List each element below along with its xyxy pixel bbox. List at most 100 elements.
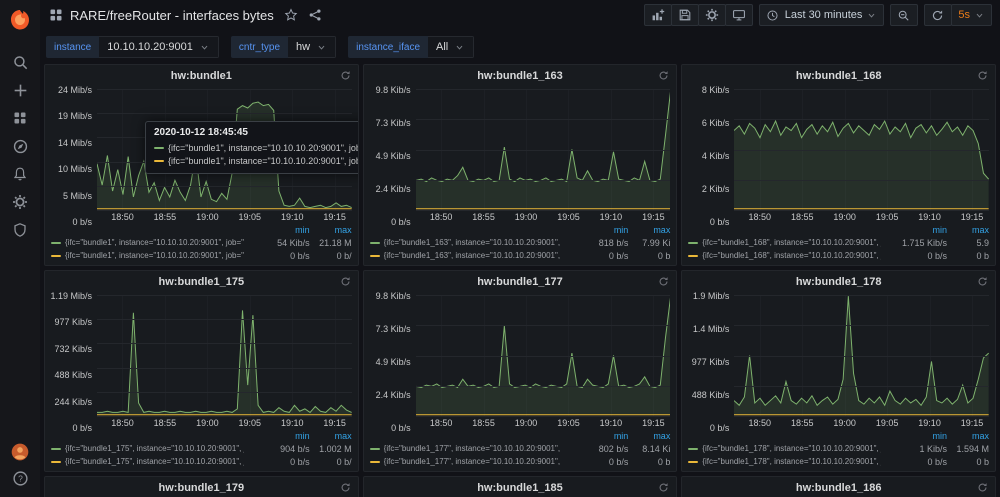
series-marker-icon[interactable]	[369, 241, 380, 244]
panel-title[interactable]: hw:bundle1	[170, 70, 232, 82]
series-label[interactable]: {ifc="bundle1_168", instance="10.10.10.2…	[702, 251, 881, 260]
x-axis: 18:50 18:55 19:00 19:05 19:10 19:15	[734, 416, 989, 429]
share-icon[interactable]	[308, 8, 322, 22]
zoom-out-button[interactable]	[890, 4, 919, 26]
series-marker-icon[interactable]	[51, 241, 61, 244]
panel-refresh-icon[interactable]	[340, 276, 352, 288]
bell-icon[interactable]	[11, 165, 29, 183]
variable-value-dropdown[interactable]: All	[428, 36, 475, 58]
y-axis-label: 8 Kib/s	[701, 85, 730, 95]
plot-area[interactable]	[97, 295, 352, 417]
plot-area[interactable]	[734, 295, 989, 417]
panel-refresh-icon[interactable]	[340, 482, 352, 494]
series-label[interactable]: {ifc="bundle1_163", instance="10.10.10.2…	[383, 238, 563, 247]
series-marker-icon[interactable]	[688, 254, 699, 257]
add-panel-button[interactable]	[643, 4, 672, 26]
panel-title[interactable]: hw:bundle1_168	[795, 70, 882, 82]
panel-title[interactable]: hw:bundle1_178	[795, 276, 882, 288]
plot-area[interactable]	[415, 89, 671, 211]
series-min-value: 0 b/s	[608, 250, 629, 261]
series-marker-icon[interactable]	[369, 460, 380, 463]
panel-refresh-icon[interactable]	[977, 276, 989, 288]
monitor-button[interactable]	[724, 4, 753, 26]
variable-value-dropdown[interactable]: 10.10.10.20:9001	[99, 36, 219, 58]
series-label[interactable]: {ifc="bundle1_175", instance="10.10.10.2…	[65, 444, 244, 453]
legend-col-max[interactable]: max	[334, 431, 352, 441]
gear-icon[interactable]	[11, 193, 29, 211]
series-label[interactable]: {ifc="bundle1_163", instance="10.10.10.2…	[383, 251, 563, 260]
series-label[interactable]: {ifc="bundle1_177", instance="10.10.10.2…	[383, 444, 563, 453]
gear-button[interactable]	[697, 4, 726, 26]
series-marker-icon[interactable]	[51, 447, 61, 450]
panel-refresh-icon[interactable]	[658, 482, 670, 494]
apps-icon[interactable]	[11, 109, 29, 127]
refresh-button[interactable]	[924, 4, 953, 26]
chevron-down-icon	[867, 10, 877, 20]
help-icon[interactable]: ?	[11, 469, 29, 487]
series-marker-icon[interactable]	[51, 460, 61, 463]
plot-area[interactable]: 2020-10-12 18:45:45 {ifc="bundle1", inst…	[97, 89, 358, 211]
series-marker-icon[interactable]	[688, 241, 699, 244]
plot-area[interactable]	[734, 89, 989, 211]
panel-refresh-icon[interactable]	[340, 70, 352, 82]
refresh-interval-picker[interactable]: 5s	[951, 4, 992, 26]
search-icon[interactable]	[11, 53, 29, 71]
save-button[interactable]	[670, 4, 699, 26]
legend-col-max[interactable]: max	[971, 431, 989, 441]
dashboard-title[interactable]: RARE/freeRouter - interfaces bytes	[70, 7, 274, 23]
series-label[interactable]: {ifc="bundle1", instance="10.10.10.20:90…	[65, 251, 244, 260]
plot-column: 18:50 18:55 19:00 19:05 19:10 19:15	[415, 89, 671, 223]
legend-col-max[interactable]: max	[653, 431, 671, 441]
shield-icon[interactable]	[11, 221, 29, 239]
panel-refresh-icon[interactable]	[977, 70, 989, 82]
legend-col-min[interactable]: min	[295, 225, 310, 235]
panel-refresh-icon[interactable]	[977, 482, 989, 494]
panel-title[interactable]: hw:bundle1_185	[477, 482, 563, 494]
gridline	[734, 385, 989, 387]
plus-icon[interactable]	[11, 81, 29, 99]
star-icon[interactable]	[284, 8, 298, 22]
panel-refresh-icon[interactable]	[658, 70, 670, 82]
legend-col-max[interactable]: max	[971, 225, 989, 235]
plot-column: 2020-10-12 18:45:45 {ifc="bundle1", inst…	[97, 89, 358, 223]
variable-value-dropdown[interactable]: hw	[288, 36, 337, 58]
tooltip-series-label: {ifc="bundle1", instance="10.10.10.20:90…	[168, 142, 358, 153]
panel-refresh-icon[interactable]	[658, 276, 670, 288]
legend-col-min[interactable]: min	[295, 431, 310, 441]
series-label[interactable]: {ifc="bundle1_178", instance="10.10.10.2…	[702, 457, 881, 466]
legend-col-min[interactable]: min	[613, 431, 629, 441]
x-axis-label: 19:10	[918, 212, 941, 222]
series-label[interactable]: {ifc="bundle1_177", instance="10.10.10.2…	[383, 457, 563, 466]
compass-icon[interactable]	[11, 137, 29, 155]
x-axis: 18:50 18:55 19:00 19:05 19:10 19:15	[416, 210, 671, 223]
legend-col-min[interactable]: min	[932, 431, 947, 441]
panel-title[interactable]: hw:bundle1_179	[158, 482, 245, 494]
gridline	[415, 385, 671, 387]
panel-title[interactable]: hw:bundle1_177	[477, 276, 563, 288]
grafana-logo-icon[interactable]	[8, 8, 32, 32]
graph-area: 9.8 Kib/s 7.3 Kib/s 4.9 Kib/s 2.4 Kib/s 0 b/…	[370, 291, 671, 433]
panel-title[interactable]: hw:bundle1_186	[795, 482, 882, 494]
series-marker-icon[interactable]	[369, 254, 380, 257]
plot-area[interactable]	[415, 295, 671, 417]
panel-title[interactable]: hw:bundle1_175	[158, 276, 245, 288]
series-label[interactable]: {ifc="bundle1_178", instance="10.10.10.2…	[702, 444, 881, 453]
series-label[interactable]: {ifc="bundle1", instance="10.10.10.20:90…	[65, 238, 244, 247]
series-label[interactable]: {ifc="bundle1_168", instance="10.10.10.2…	[702, 238, 881, 247]
legend-col-max[interactable]: max	[334, 225, 352, 235]
graph-panel: hw:bundle1 24 Mib/s 19 Mib/s 14 Mib/s 10 Mi…	[44, 64, 359, 266]
series-marker-icon[interactable]	[51, 254, 61, 257]
series-marker-icon[interactable]	[369, 447, 380, 450]
panel-title[interactable]: hw:bundle1_163	[477, 70, 563, 82]
legend-col-min[interactable]: min	[613, 225, 629, 235]
legend-col-max[interactable]: max	[653, 225, 671, 235]
series-marker-icon[interactable]	[688, 460, 699, 463]
legend-col-min[interactable]: min	[932, 225, 947, 235]
series-marker-icon[interactable]	[688, 447, 699, 450]
series-label[interactable]: {ifc="bundle1_175", instance="10.10.10.2…	[65, 457, 244, 466]
panel-header: hw:bundle1_177	[364, 271, 677, 293]
time-range-picker[interactable]: Last 30 minutes	[758, 4, 885, 26]
graph-panel: hw:bundle1_177 9.8 Kib/s 7.3 Kib/s 4.9 Kib…	[362, 270, 678, 472]
x-axis-label: 19:15	[960, 212, 984, 222]
avatar-icon[interactable]	[11, 443, 29, 461]
